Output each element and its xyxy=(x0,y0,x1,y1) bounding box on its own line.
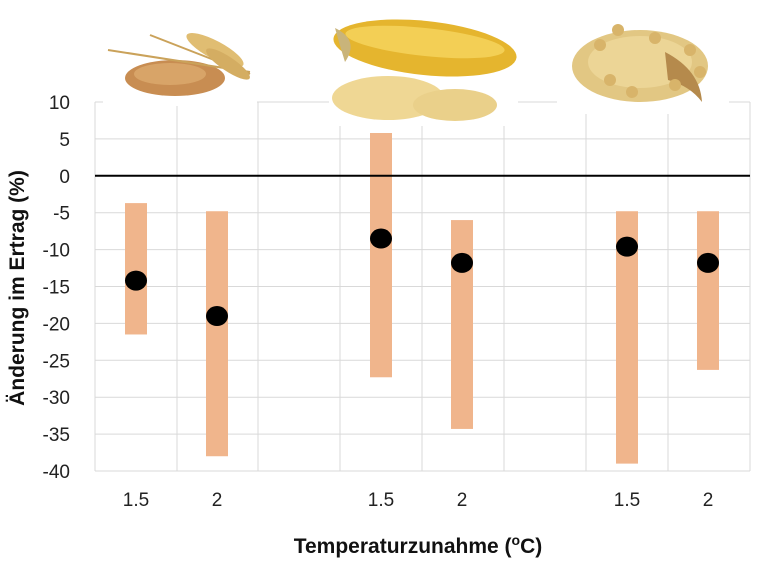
x-axis-label-end: C) xyxy=(520,535,542,558)
y-tick-label: -20 xyxy=(43,314,70,335)
y-tick-label: -35 xyxy=(43,425,70,446)
wheat-grain-highlight xyxy=(134,63,206,85)
x-tick-label: 2 xyxy=(212,490,223,511)
soybean-pile-highlight xyxy=(588,36,692,88)
y-tick-label: -25 xyxy=(43,351,70,372)
grid xyxy=(94,101,751,472)
range-bars xyxy=(125,132,719,464)
soybean-photo xyxy=(557,16,729,114)
y-tick-label: 5 xyxy=(59,130,70,151)
data-point xyxy=(206,306,228,327)
y-tick-labels: 10 5 0 -5 -10 -15 -20 -25 -30 -35 -40 xyxy=(43,93,70,483)
range-bar xyxy=(125,203,147,335)
x-axis-label-sup: o xyxy=(512,532,521,548)
x-tick-label: 1.5 xyxy=(614,490,640,511)
soybean xyxy=(669,79,681,91)
range-bar xyxy=(451,220,473,429)
range-bar xyxy=(697,211,719,370)
data-point xyxy=(125,270,147,291)
data-points xyxy=(125,228,719,327)
soybean xyxy=(612,24,624,36)
y-tick-label: -15 xyxy=(43,278,70,299)
x-tick-label: 2 xyxy=(457,490,468,511)
soybean xyxy=(626,86,638,98)
maize-kernel-pile xyxy=(413,89,497,121)
y-tick-label: -40 xyxy=(43,462,70,483)
wheat-ear xyxy=(206,48,250,80)
crop-icons xyxy=(103,14,729,126)
x-axis-label: Temperaturzunahme (oC) xyxy=(294,532,543,558)
x-tick-label: 2 xyxy=(703,490,714,511)
x-tick-label: 1.5 xyxy=(368,490,394,511)
data-point xyxy=(370,228,392,249)
y-tick-label: -5 xyxy=(53,204,70,225)
range-bar xyxy=(206,211,228,457)
soybean xyxy=(594,39,606,51)
range-bar xyxy=(616,211,638,464)
soybean xyxy=(604,74,616,86)
y-tick-label: -10 xyxy=(43,241,70,262)
soybean xyxy=(649,32,661,44)
maize-husk xyxy=(335,28,351,62)
maize-cob-highlight xyxy=(345,25,505,59)
y-tick-label: 0 xyxy=(59,167,70,188)
y-axis-label: Änderung im Ertrag (%) xyxy=(6,170,29,406)
data-point xyxy=(451,252,473,273)
data-point xyxy=(616,236,638,257)
soybean xyxy=(694,66,706,78)
data-point xyxy=(697,252,719,273)
maize-cob-photo xyxy=(329,14,518,126)
x-tick-labels: 1.5 2 1.5 2 1.5 2 xyxy=(123,490,714,511)
y-tick-label: -30 xyxy=(43,388,70,409)
wheat-grain-photo xyxy=(103,18,257,106)
x-tick-label: 1.5 xyxy=(123,490,149,511)
y-tick-label: 10 xyxy=(49,93,70,114)
x-axis-label-main: Temperaturzunahme ( xyxy=(294,535,512,558)
range-bar xyxy=(370,132,392,378)
soybean xyxy=(684,44,696,56)
soybean-pod xyxy=(665,52,702,102)
